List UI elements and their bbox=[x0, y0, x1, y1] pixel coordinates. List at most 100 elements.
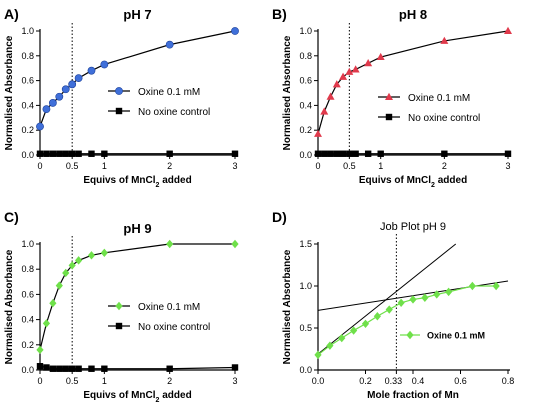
data-point bbox=[314, 150, 322, 157]
data-point bbox=[62, 365, 69, 372]
data-point bbox=[445, 287, 453, 297]
data-point bbox=[504, 150, 512, 157]
data-point bbox=[231, 364, 239, 371]
chart-panel-3: C) pH 9 0.0 0.2 0.4 0.6 0.8 1.0 0 0.5 1 2 3 Equivs of… bbox=[4, 209, 239, 404]
x-tick-label: 0 bbox=[37, 161, 42, 171]
data-point bbox=[321, 150, 328, 157]
data-point bbox=[326, 341, 334, 350]
y-tick-label: 0.4 bbox=[299, 100, 312, 110]
data-point bbox=[504, 26, 512, 34]
x-tick-label: 0.6 bbox=[454, 376, 467, 386]
data-point bbox=[88, 150, 95, 157]
x-tick-label: 0.4 bbox=[412, 376, 425, 386]
data-point bbox=[327, 150, 334, 157]
x-tick-label: 2 bbox=[167, 376, 172, 386]
x-tick-label: 3 bbox=[505, 161, 510, 171]
data-point bbox=[68, 365, 76, 372]
y-tick-label: 1.0 bbox=[21, 26, 34, 36]
data-point bbox=[433, 290, 441, 299]
y-tick-label: 0.8 bbox=[21, 51, 34, 61]
data-point bbox=[100, 248, 108, 258]
y-tick-label: 0.2 bbox=[21, 125, 34, 135]
y-tick-label: 0.4 bbox=[21, 315, 34, 325]
data-point bbox=[166, 365, 173, 372]
data-point bbox=[100, 60, 109, 69]
data-point bbox=[440, 36, 449, 44]
x-axis-label: Equivs of MnCl2 added bbox=[83, 390, 191, 404]
data-point bbox=[49, 365, 57, 372]
data-point bbox=[350, 326, 358, 335]
legend-marker bbox=[385, 113, 393, 121]
data-point bbox=[231, 27, 239, 35]
panel-letter: D) bbox=[272, 209, 287, 225]
data-point bbox=[166, 150, 173, 157]
y-tick-label: 1.5 bbox=[299, 239, 312, 249]
x-tick-label: 2 bbox=[167, 161, 172, 171]
x-axis-label: Mole fraction of Mn bbox=[367, 390, 459, 401]
x-tick-label: 1 bbox=[102, 161, 107, 171]
legend-label: No oxine control bbox=[138, 107, 210, 118]
data-point bbox=[421, 293, 429, 302]
data-point bbox=[42, 105, 51, 114]
data-point bbox=[56, 150, 63, 157]
data-point bbox=[364, 150, 372, 157]
data-point bbox=[49, 150, 57, 157]
data-point bbox=[352, 150, 359, 157]
data-point bbox=[231, 150, 239, 157]
data-point bbox=[101, 150, 108, 157]
data-point bbox=[320, 107, 329, 115]
data-point bbox=[231, 239, 239, 249]
chart-title: pH 8 bbox=[399, 7, 427, 22]
y-tick-label: 0.2 bbox=[21, 340, 34, 350]
data-point bbox=[339, 150, 347, 157]
y-tick-label: 0.0 bbox=[299, 365, 312, 375]
data-point bbox=[62, 150, 69, 157]
data-point bbox=[166, 239, 174, 249]
data-point bbox=[68, 261, 76, 270]
y-tick-label: 0.6 bbox=[21, 76, 34, 86]
legend-label: No oxine control bbox=[138, 322, 210, 333]
data-point bbox=[43, 364, 50, 371]
y-tick-label: 0.6 bbox=[299, 76, 312, 86]
x-tick-label: 0.33 bbox=[385, 376, 403, 386]
data-point bbox=[314, 129, 322, 137]
data-point bbox=[56, 365, 63, 372]
x-tick-label: 0.2 bbox=[359, 376, 372, 386]
x-tick-label: 3 bbox=[232, 376, 237, 386]
x-tick-label: 0.0 bbox=[312, 376, 325, 386]
y-tick-label: 0.4 bbox=[21, 100, 34, 110]
data-point bbox=[36, 150, 44, 157]
legend-label: Oxine 0.1 mM bbox=[427, 331, 485, 341]
chart-title: pH 9 bbox=[123, 221, 151, 236]
data-point bbox=[397, 298, 405, 307]
legend-label: No oxine control bbox=[408, 113, 480, 124]
data-point bbox=[468, 281, 476, 291]
data-point bbox=[75, 150, 82, 157]
data-point bbox=[338, 333, 346, 343]
x-tick-label: 0 bbox=[37, 376, 42, 386]
legend-marker bbox=[115, 322, 123, 330]
x-tick-label: 3 bbox=[232, 161, 237, 171]
y-tick-label: 0.0 bbox=[21, 365, 34, 375]
data-point bbox=[75, 365, 82, 372]
data-point bbox=[351, 65, 360, 73]
legend-marker bbox=[115, 87, 123, 95]
data-point bbox=[62, 268, 70, 278]
y-tick-label: 1.0 bbox=[21, 239, 34, 249]
x-tick-label: 1 bbox=[102, 376, 107, 386]
data-point bbox=[68, 150, 76, 157]
data-point bbox=[61, 85, 70, 94]
data-point bbox=[364, 59, 373, 67]
data-point bbox=[74, 74, 83, 83]
legend-marker bbox=[385, 92, 393, 100]
legend-marker bbox=[406, 330, 414, 340]
data-point bbox=[346, 150, 353, 157]
data-point bbox=[333, 150, 341, 157]
y-axis-label: Normalised Absorbance bbox=[282, 35, 293, 150]
data-point bbox=[332, 80, 341, 88]
legend-marker bbox=[115, 301, 123, 311]
chart-panel-4: D) Job Plot pH 9 0.0 0.5 1.0 1.5 0.0 0.2 0.33 0.4… bbox=[272, 209, 514, 401]
panel-letter: B) bbox=[272, 6, 287, 22]
data-point bbox=[339, 72, 348, 80]
legend-marker bbox=[115, 107, 123, 115]
